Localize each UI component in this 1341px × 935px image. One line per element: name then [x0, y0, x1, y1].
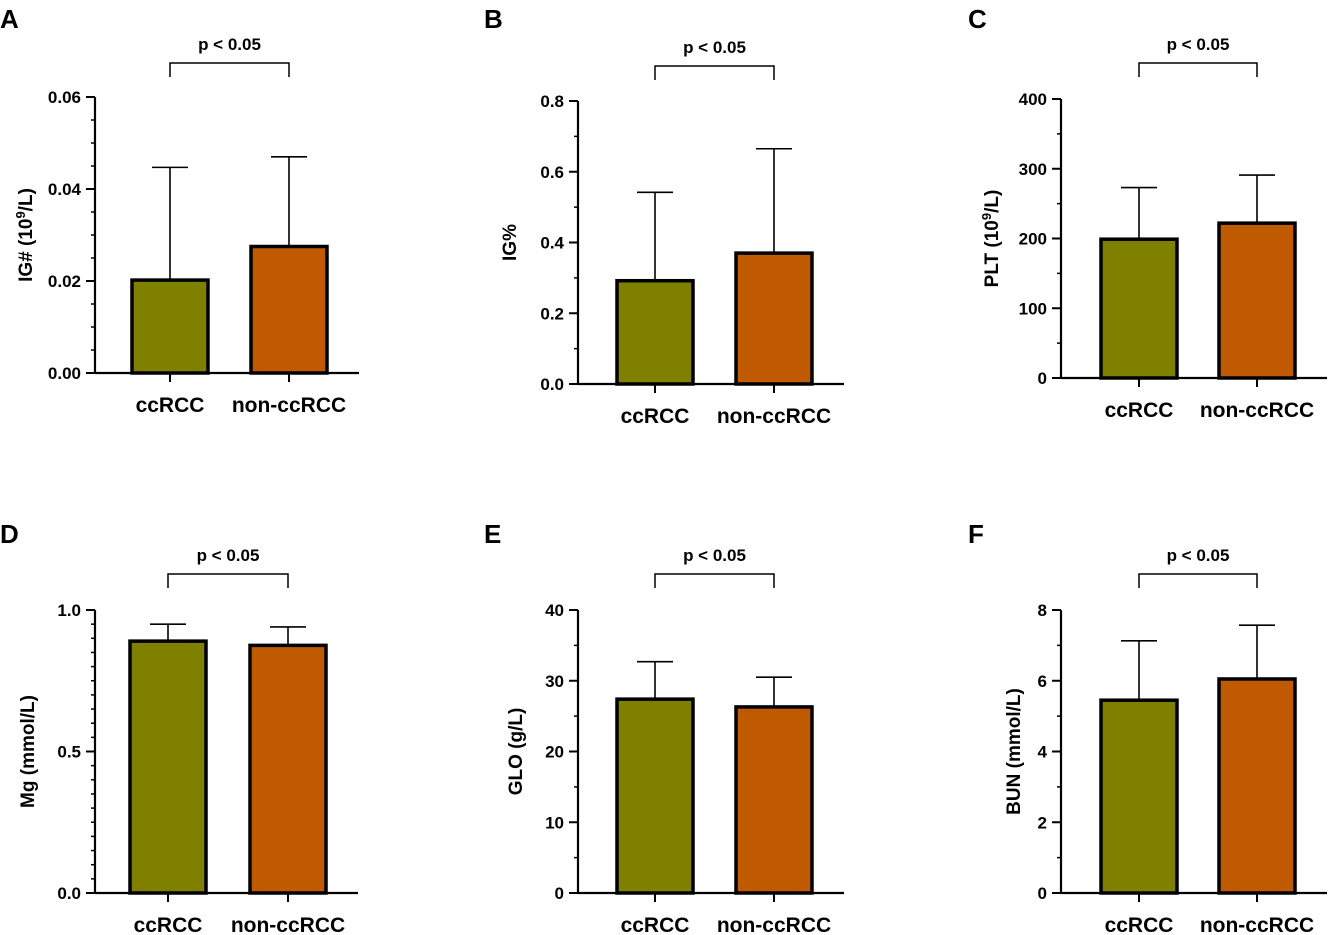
y-tick-label: 20 [545, 743, 564, 762]
category-label: ccRCC [1105, 399, 1174, 422]
bar-non-ccrcc [248, 643, 328, 895]
y-axis-label: IG% [500, 224, 521, 261]
panel-label: D [0, 519, 19, 549]
bar-non-ccrcc [734, 251, 814, 386]
significance-bracket [1138, 62, 1258, 77]
bar-ccrcc [1099, 698, 1179, 895]
y-tick-label: 1.0 [57, 601, 81, 620]
y-tick-label: 0.04 [48, 180, 82, 199]
category-label: non-ccRCC [232, 394, 346, 417]
y-tick-label: 2 [1038, 813, 1047, 832]
category-label: non-ccRCC [1200, 914, 1314, 935]
y-axis-label: GLO (g/L) [506, 708, 527, 796]
y-tick-label: 10 [545, 813, 564, 832]
panel-label: B [484, 4, 503, 34]
category-label: non-ccRCC [717, 405, 831, 428]
category-label: non-ccRCC [1200, 399, 1314, 422]
p-value-annotation: p < 0.05 [683, 38, 746, 57]
significance-bracket [1138, 573, 1258, 588]
bar-ccrcc [615, 278, 695, 386]
y-tick-label: 400 [1019, 90, 1047, 109]
p-value-annotation: p < 0.05 [683, 546, 746, 565]
significance-bracket [654, 65, 775, 80]
bar-non-ccrcc [249, 244, 329, 375]
y-tick-label: 0 [1038, 369, 1047, 388]
bar-non-ccrcc [1217, 677, 1297, 895]
panel-d: D 0.0 0.5 1.0 Mg (mmol/L) ccRCC non-ccRCC p < 0… [0, 519, 358, 935]
category-label: ccRCC [134, 914, 203, 935]
panel-label: E [484, 519, 501, 549]
bar-ccrcc [128, 639, 208, 895]
bar-ccrcc [130, 278, 210, 375]
panel-label: A [0, 4, 19, 34]
bar-ccrcc [615, 697, 695, 895]
p-value-annotation: p < 0.05 [1167, 546, 1230, 565]
y-axis-label: PLT (109/L) [979, 190, 1004, 288]
category-label: non-ccRCC [231, 914, 345, 935]
p-value-annotation: p < 0.05 [198, 35, 261, 54]
panel-b: B 0.0 0.2 0.4 0.6 0.8 IG% ccRCC non-ccRCC p < 0.0… [484, 4, 844, 428]
panel-label: C [968, 4, 987, 34]
y-axis-label: IG# (109/L) [13, 188, 38, 282]
category-label: ccRCC [1105, 914, 1174, 935]
significance-bracket [654, 573, 775, 588]
y-tick-label: 0.02 [48, 272, 81, 291]
y-tick-label: 0.5 [57, 743, 81, 762]
category-label: non-ccRCC [717, 914, 831, 935]
y-tick-label: 8 [1038, 601, 1047, 620]
y-tick-label: 200 [1019, 230, 1047, 249]
y-tick-label: 300 [1019, 160, 1047, 179]
y-tick-label: 0 [555, 884, 564, 903]
bar-non-ccrcc [734, 705, 814, 895]
y-axis-label: BUN (mmol/L) [1004, 688, 1025, 815]
significance-bracket [169, 62, 290, 77]
y-tick-label: 4 [1038, 743, 1048, 762]
panel-f: F 0 2 4 6 8 BUN (mmol/L) ccRCC non-ccRCC p < 0.05 [968, 519, 1327, 935]
category-label: ccRCC [136, 394, 205, 417]
y-axis-label: Mg (mmol/L) [18, 695, 39, 808]
y-tick-label: 0 [1038, 884, 1047, 903]
panel-c: C 0 100 200 300 400 PLT (109/L) ccRCC non-ccRCC p… [968, 4, 1327, 422]
y-tick-label: 0.6 [540, 163, 564, 182]
p-value-annotation: p < 0.05 [1167, 35, 1230, 54]
category-label: ccRCC [621, 914, 690, 935]
bar-non-ccrcc [1217, 221, 1297, 380]
y-tick-label: 6 [1038, 672, 1047, 691]
panel-label: F [968, 519, 984, 549]
y-tick-label: 100 [1019, 299, 1047, 318]
y-tick-label: 0.00 [48, 364, 81, 383]
category-label: ccRCC [621, 405, 690, 428]
y-tick-label: 30 [545, 672, 564, 691]
y-tick-label: 0.8 [540, 92, 564, 111]
y-tick-label: 0.2 [540, 304, 564, 323]
y-tick-label: 40 [545, 601, 564, 620]
y-tick-label: 0.4 [540, 234, 564, 253]
p-value-annotation: p < 0.05 [197, 546, 260, 565]
significance-bracket [167, 573, 289, 588]
y-tick-label: 0.0 [540, 375, 564, 394]
y-tick-label: 0.0 [57, 884, 81, 903]
bar-ccrcc [1099, 237, 1179, 380]
panel-a: A 0.00 0.02 0.04 0.06 IG# (109/L) ccRCC non-ccR… [0, 4, 359, 417]
y-tick-label: 0.06 [48, 88, 81, 107]
panel-e: E 0 10 20 30 40 GLO (g/L) ccRCC non-ccRCC p < 0.0… [484, 519, 844, 935]
